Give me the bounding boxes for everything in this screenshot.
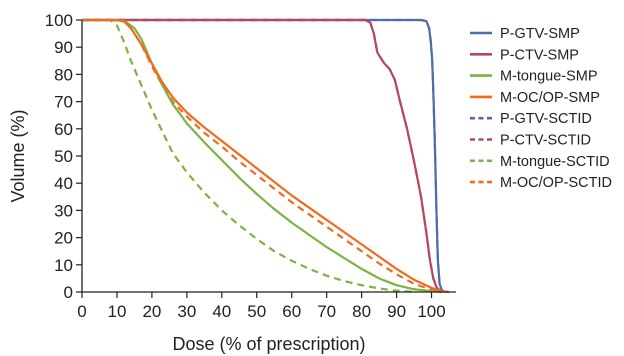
- series-line-m-oc-op-smp: [82, 18, 450, 294]
- x-tick-label: 70: [317, 302, 336, 321]
- y-tick-label: 10: [54, 256, 73, 275]
- series-lines: [81, 18, 450, 294]
- y-tick-label: 100: [45, 11, 73, 30]
- x-tick-label: 80: [352, 302, 371, 321]
- y-tick-label: 0: [64, 283, 73, 302]
- legend: P-GTV-SMP P-CTV-SMP M-tongue-SMP M-OC/OP-SM…: [470, 26, 612, 191]
- x-tick-label: 30: [177, 302, 196, 321]
- x-tick-label: 40: [212, 302, 231, 321]
- legend-label: M-OC/OP-SCTID: [500, 175, 612, 191]
- x-axis-ticks: 0 10 20 30 40 50 60 70 80 90 100: [77, 292, 446, 321]
- y-tick-label: 80: [54, 65, 73, 84]
- legend-label: P-GTV-SMP: [500, 26, 580, 42]
- y-tick-label: 50: [54, 147, 73, 166]
- y-tick-label: 20: [54, 229, 73, 248]
- y-axis-title: Volume (%): [8, 109, 28, 202]
- y-tick-label: 40: [54, 174, 73, 193]
- y-tick-label: 30: [54, 201, 73, 220]
- x-tick-label: 10: [107, 302, 126, 321]
- x-tick-label: 100: [417, 302, 445, 321]
- legend-label: P-CTV-SCTID: [500, 133, 591, 149]
- x-tick-label: 90: [387, 302, 406, 321]
- series-line-m-tongue-smp: [81, 18, 443, 294]
- x-tick-label: 50: [247, 302, 266, 321]
- legend-label: P-GTV-SCTID: [500, 111, 592, 127]
- series-line-p-gtv-smp: [82, 18, 446, 294]
- series-line-p-ctv-smp: [82, 18, 443, 293]
- legend-label: P-CTV-SMP: [500, 47, 579, 63]
- y-tick-label: 70: [54, 93, 73, 112]
- legend-label: M-tongue-SMP: [500, 69, 598, 85]
- legend-label: M-OC/OP-SMP: [500, 90, 600, 106]
- series-line-m-tongue-sctid: [82, 18, 415, 294]
- legend-label: M-tongue-SCTID: [500, 154, 610, 170]
- y-tick-label: 60: [54, 120, 73, 139]
- x-axis-title: Dose (% of prescription): [172, 334, 365, 354]
- x-tick-label: 0: [77, 302, 86, 321]
- series-line-p-gtv-sctid: [82, 18, 446, 294]
- series-line-m-oc-op-sctid: [82, 18, 439, 294]
- y-tick-label: 90: [54, 38, 73, 57]
- series-line-p-ctv-sctid: [82, 18, 443, 293]
- y-axis-ticks: 0 10 20 30 40 50 60 70 80 90 100: [45, 11, 82, 302]
- x-tick-label: 60: [282, 302, 301, 321]
- x-tick-label: 20: [142, 302, 161, 321]
